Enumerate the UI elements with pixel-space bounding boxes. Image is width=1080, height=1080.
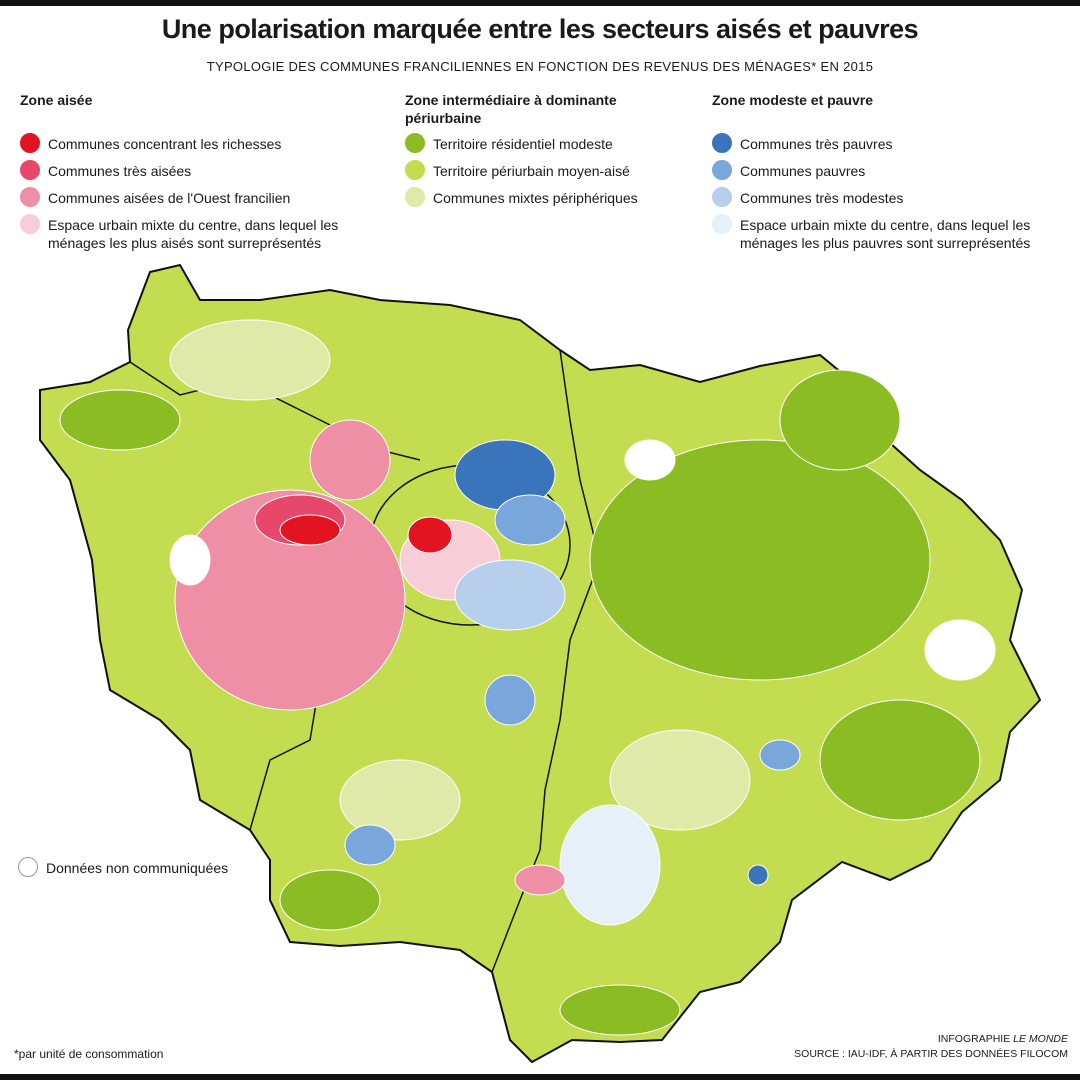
legend-label: Espace urbain mixte du centre, dans lequ… [740, 217, 1031, 251]
legend-group-title: Zone aisée [20, 92, 93, 108]
legend-swatch [405, 187, 425, 207]
patch [819, 699, 981, 821]
legend-item: Espace urbain mixte du centre, dans lequ… [712, 214, 1070, 252]
credit-publication: LE MONDE [1013, 1033, 1068, 1045]
no-data-patch [924, 619, 996, 681]
legend-item: Communes très modestes [712, 187, 1070, 207]
legend-swatch [20, 214, 40, 234]
legend-label: Communes très modestes [740, 190, 904, 206]
no-data-patch [624, 439, 676, 481]
patch [779, 369, 901, 471]
map-patches [59, 319, 996, 1036]
legend-swatch [712, 187, 732, 207]
legend-group: Zone modeste et pauvre Communes très pauv… [712, 91, 1072, 261]
legend-label: Communes très pauvres [740, 136, 893, 152]
legend-label: Territoire résidentiel modeste [433, 136, 613, 152]
patch [279, 514, 341, 546]
legend-group-title: Zone modeste et pauvre [712, 92, 874, 108]
legend-label: Territoire périurbain moyen-aisé [433, 163, 630, 179]
patch [174, 489, 406, 711]
subtitle: TYPOLOGIE DES COMMUNES FRANCILIENNES EN … [206, 59, 874, 74]
legend-item: Territoire résidentiel modeste [405, 133, 763, 153]
patch [559, 804, 661, 926]
patch [407, 516, 453, 554]
title: Une polarisation marquée entre les secte… [161, 14, 919, 44]
patch [609, 729, 751, 831]
legend-label: Communes aisées de l'Ouest francilien [48, 190, 291, 206]
patch [484, 674, 536, 726]
patch [339, 759, 461, 841]
legend-item: Communes aisées de l'Ouest francilien [20, 187, 378, 207]
legend-label: Communes mixtes périphériques [433, 190, 638, 206]
no-data-legend: Données non communiquées [18, 857, 376, 877]
legend-label: Communes pauvres [740, 163, 866, 179]
legend-item: Communes pauvres [712, 160, 1070, 180]
legend-item: Communes mixtes périphériques [405, 187, 763, 207]
legend-item: Communes très pauvres [712, 133, 1070, 153]
legend-swatch [20, 187, 40, 207]
legend-item: Territoire périurbain moyen-aisé [405, 160, 763, 180]
legend-swatch [712, 160, 732, 180]
legend-label: Données non communiquées [46, 860, 229, 876]
patch [559, 984, 681, 1036]
credit-source: SOURCE : IAU-IDF, À PARTIR DES DONNÉES F… [794, 1048, 1068, 1060]
legend-label: Communes concentrant les richesses [48, 136, 282, 152]
credit-prefix: INFOGRAPHIE [937, 1033, 1011, 1045]
legend-swatch [405, 160, 425, 180]
legend-item: Communes concentrant les richesses [20, 133, 378, 153]
legend-swatch [712, 133, 732, 153]
legend-swatch [20, 160, 40, 180]
patch [514, 864, 566, 896]
patch [344, 824, 396, 866]
legend-label: Communes très aisées [48, 163, 192, 179]
patch [759, 739, 801, 771]
legend-group-title: Zone intermédiaire à dominante périurbai… [405, 92, 617, 126]
legend-swatch [20, 133, 40, 153]
legend-swatch [405, 133, 425, 153]
no-data-patch [169, 534, 211, 586]
patch [169, 319, 331, 401]
footnote: *par unité de consommation [14, 1047, 164, 1061]
legend-group: Zone intermédiaire à dominante périurbai… [405, 91, 765, 216]
legend-swatch [712, 214, 732, 234]
patch [279, 869, 381, 931]
legend-item: Communes très aisées [20, 160, 378, 180]
credit: INFOGRAPHIE LE MONDE SOURCE : IAU-IDF, À… [794, 1032, 1068, 1062]
patch [309, 419, 391, 501]
patch [494, 494, 566, 546]
legend-item: Espace urbain mixte du centre, dans lequ… [20, 214, 378, 252]
patch [454, 559, 566, 631]
legend-label: Espace urbain mixte du centre, dans lequ… [48, 217, 339, 251]
legend-swatch [18, 857, 38, 877]
patch [589, 439, 931, 681]
patch [747, 864, 769, 886]
patch [59, 389, 181, 451]
legend-group: Zone aisée Communes concentrant les riche… [20, 91, 380, 261]
